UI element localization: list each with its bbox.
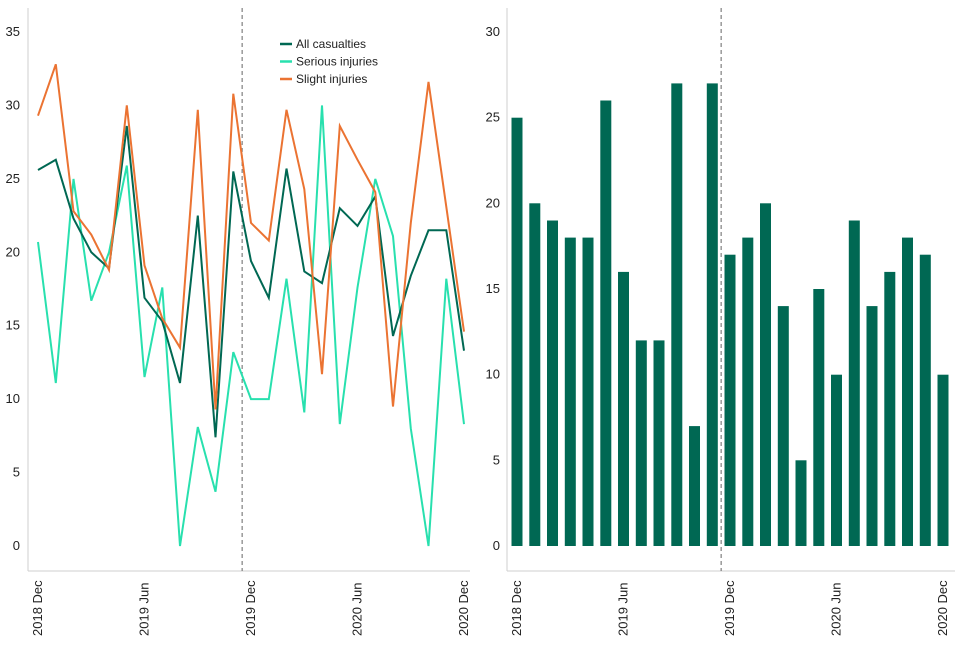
bar — [671, 83, 683, 547]
bar — [831, 374, 842, 546]
left-x-tick-label: 2019 Jun — [137, 583, 152, 637]
right-y-tick-label: 10 — [486, 367, 500, 382]
right-y-tick-label: 30 — [486, 24, 500, 39]
left-y-tick-label: 10 — [6, 391, 20, 406]
bar — [937, 374, 949, 546]
bar — [635, 340, 647, 546]
bar — [564, 237, 576, 546]
left-x-tick-label: 2019 Dec — [243, 580, 258, 636]
left-y-tick-label: 25 — [6, 171, 20, 186]
right-y-tick-label: 5 — [493, 452, 500, 467]
left-y-tick-label: 20 — [6, 244, 20, 259]
bar — [777, 306, 789, 546]
left-x-tick-label: 2020 Jun — [350, 583, 365, 637]
bar — [600, 100, 612, 546]
bar — [724, 254, 736, 546]
bar — [529, 203, 541, 547]
bar — [813, 289, 825, 546]
legend-label: Slight injuries — [296, 72, 367, 86]
left-y-tick-label: 15 — [6, 318, 20, 333]
left-x-tick-label: 2020 Dec — [456, 580, 471, 636]
right-x-tick-label: 2019 Dec — [722, 580, 737, 636]
bar — [653, 340, 665, 546]
bar — [884, 271, 896, 546]
series-line-all-casualties — [37, 125, 465, 438]
bar — [511, 117, 523, 546]
left-y-tick-label: 35 — [6, 24, 20, 39]
series-line-slight-injuries — [37, 63, 465, 410]
right-y-tick-label: 20 — [486, 195, 500, 210]
left-y-tick-label: 30 — [6, 97, 20, 112]
right-bar-chart: 0 5 10 15 20 25 30 2018 Dec 2019 Jun 2019 Dec 2020… — [486, 8, 955, 636]
bar — [902, 237, 913, 546]
legend-label: All casualties — [296, 37, 366, 51]
bar — [795, 460, 807, 546]
right-y-tick-label: 15 — [486, 281, 500, 296]
bar — [618, 271, 629, 546]
bar — [866, 306, 878, 546]
bar — [689, 426, 700, 546]
right-x-tick-label: 2020 Dec — [935, 580, 950, 636]
right-x-tick-label: 2018 Dec — [509, 580, 524, 636]
bar — [547, 220, 558, 546]
bar — [848, 220, 860, 546]
left-x-tick-label: 2018 Dec — [30, 580, 45, 636]
left-line-chart: 0 5 10 15 20 25 30 35 2018 Dec 2019 Jun 2019 Dec 20… — [6, 8, 471, 636]
right-x-tick-label: 2019 Jun — [616, 583, 631, 637]
series-line-serious-injuries — [37, 105, 465, 547]
right-x-tick-label: 2020 Jun — [829, 583, 844, 637]
left-y-tick-label: 5 — [13, 465, 20, 480]
bar — [760, 203, 771, 547]
bar — [706, 83, 718, 547]
right-y-tick-label: 25 — [486, 110, 500, 125]
bar — [582, 237, 594, 546]
bar — [742, 237, 754, 546]
legend-label: Serious injuries — [296, 55, 378, 69]
left-y-tick-label: 0 — [13, 538, 20, 553]
right-y-tick-label: 0 — [493, 538, 500, 553]
bar — [919, 254, 931, 546]
